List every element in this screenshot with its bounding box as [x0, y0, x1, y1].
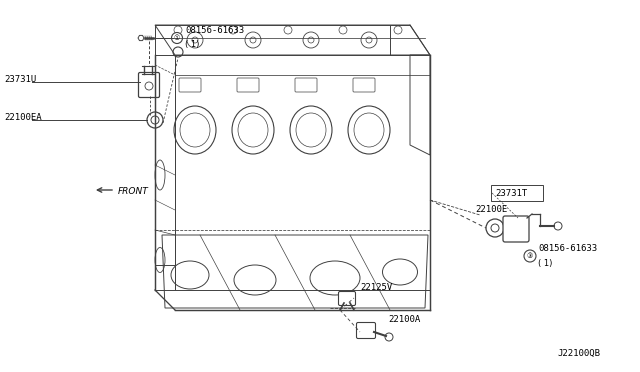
- Text: FRONT: FRONT: [118, 186, 148, 196]
- Text: 08156-61633: 08156-61633: [538, 244, 597, 253]
- Circle shape: [486, 219, 504, 237]
- Circle shape: [147, 112, 163, 128]
- Text: 22125V: 22125V: [360, 283, 392, 292]
- Circle shape: [385, 333, 393, 341]
- Text: ( 1): ( 1): [538, 259, 552, 268]
- Circle shape: [524, 250, 536, 262]
- Text: ①: ①: [174, 35, 180, 41]
- Circle shape: [172, 32, 182, 44]
- Text: 08156-61633: 08156-61633: [185, 26, 244, 35]
- Text: 23731U: 23731U: [4, 76, 36, 84]
- Text: J22100QB: J22100QB: [557, 349, 600, 358]
- Text: ③: ③: [527, 253, 533, 259]
- FancyBboxPatch shape: [491, 185, 543, 201]
- FancyBboxPatch shape: [503, 216, 529, 242]
- FancyBboxPatch shape: [356, 323, 376, 339]
- Text: ( 1): ( 1): [185, 40, 200, 49]
- Text: 22100E: 22100E: [475, 205, 508, 215]
- FancyBboxPatch shape: [339, 292, 355, 305]
- Circle shape: [554, 222, 562, 230]
- Text: 22100EA: 22100EA: [4, 113, 42, 122]
- Text: 22100A: 22100A: [388, 315, 420, 324]
- Text: 23731T: 23731T: [495, 189, 527, 198]
